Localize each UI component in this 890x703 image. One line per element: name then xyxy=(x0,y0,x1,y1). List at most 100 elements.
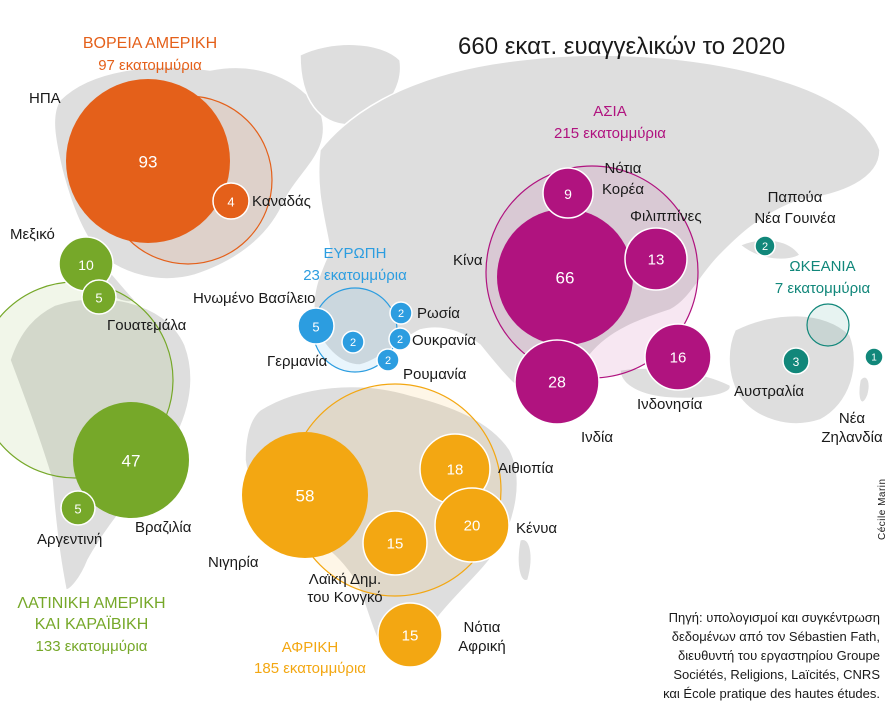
value-indonesia: 16 xyxy=(670,350,687,367)
label-ukraine: Ουκρανία xyxy=(412,332,477,349)
value-usa: 93 xyxy=(139,153,158,172)
label-south-africa-line2: Αφρική xyxy=(458,638,506,655)
label-india: Ινδία xyxy=(581,429,614,446)
bubble-ukraine xyxy=(388,327,412,351)
label-china: Κίνα xyxy=(453,252,483,269)
bubbles-africa: 58 18 20 15 15 xyxy=(242,432,510,668)
label-philippines: Φιλιππίνες xyxy=(630,208,702,225)
region-total-north-america: 97 εκατομμύρια xyxy=(98,57,202,74)
bubble-drc xyxy=(362,510,428,576)
label-new-zealand-line2: Ζηλανδία xyxy=(821,429,883,446)
region-name-latin-america-line2: ΚΑΙ ΚΑΡΑΪΒΙΚΗ xyxy=(34,616,149,633)
bubble-australia xyxy=(782,347,810,375)
label-mexico: Μεξικό xyxy=(10,226,55,243)
value-argentina: 5 xyxy=(74,502,81,517)
bubble-south-korea xyxy=(542,167,594,219)
value-ethiopia: 18 xyxy=(447,462,464,479)
label-russia: Ρωσία xyxy=(417,305,460,322)
region-name-oceania: ΩΚΕΑΝΙΑ xyxy=(789,258,856,275)
value-brazil: 47 xyxy=(122,452,141,471)
landmass-madagascar xyxy=(517,538,532,582)
region-name-latin-america-line1: ΛΑΤΙΝΙΚΗ ΑΜΕΡΙΚΗ xyxy=(17,595,166,612)
label-argentina: Αργεντινή xyxy=(37,531,103,548)
value-philippines: 13 xyxy=(648,252,665,269)
bubble-papua-new-guinea xyxy=(754,235,776,257)
value-south-korea: 9 xyxy=(564,186,572,202)
label-brazil: Βραζιλία xyxy=(135,519,192,536)
bubbles-north-america: 93 4 xyxy=(66,79,250,243)
bubble-usa xyxy=(66,79,230,243)
ring-oceania xyxy=(806,303,850,347)
value-australia: 3 xyxy=(793,355,800,369)
value-china: 66 xyxy=(556,269,575,288)
value-mexico: 10 xyxy=(78,257,94,273)
bubble-guatemala xyxy=(81,279,117,315)
bubble-philippines xyxy=(624,227,688,291)
label-south-korea-line1: Νότια xyxy=(604,160,642,177)
region-total-africa: 185 εκατομμύρια xyxy=(254,660,366,677)
region-total-latin-america: 133 εκατομμύρια xyxy=(35,638,148,655)
source-line-3: διευθυντή του εργαστηρίου Groupe xyxy=(678,648,880,663)
label-guatemala: Γουατεμάλα xyxy=(107,317,187,334)
source-line-2: δεδομένων από τον Sébastien Fath, xyxy=(671,629,880,644)
page-title: 660 εκατ. ευαγγελικών το 2020 xyxy=(458,33,786,60)
region-total-asia: 215 εκατομμύρια xyxy=(554,125,666,142)
value-kenya: 20 xyxy=(464,518,481,535)
label-papua-new-guinea-line2: Νέα Γουινέα xyxy=(754,210,836,227)
region-name-europe: ΕΥΡΩΠΗ xyxy=(323,245,387,262)
bubbles-latin-america: 10 5 47 5 xyxy=(58,236,189,526)
bubble-china xyxy=(497,209,633,345)
value-ukraine: 2 xyxy=(397,334,403,346)
label-ethiopia: Αιθιοπία xyxy=(498,460,554,477)
bubble-south-africa xyxy=(377,602,443,668)
label-indonesia: Ινδονησία xyxy=(637,396,703,413)
region-total-oceania: 7 εκατομμύρια xyxy=(774,280,871,297)
bubble-uk xyxy=(297,307,335,345)
bubble-germany xyxy=(341,330,365,354)
value-nigeria: 58 xyxy=(296,487,315,506)
bubble-russia xyxy=(389,301,413,325)
label-romania: Ρουμανία xyxy=(403,366,467,383)
value-russia: 2 xyxy=(398,308,404,320)
bubbles-asia: 66 9 13 28 16 xyxy=(497,167,712,425)
bubbles-oceania: 2 3 1 xyxy=(754,235,884,375)
bubble-canada xyxy=(212,182,250,220)
value-drc: 15 xyxy=(387,536,404,553)
value-papua-new-guinea: 2 xyxy=(762,241,768,253)
label-south-korea-line2: Κορέα xyxy=(601,181,645,198)
label-south-africa-line1: Νότια xyxy=(463,619,501,636)
region-name-north-america: ΒΟΡΕΙΑ ΑΜΕΡΙΚΗ xyxy=(82,35,218,52)
value-romania: 2 xyxy=(385,355,391,367)
label-usa: ΗΠΑ xyxy=(29,90,61,107)
bubble-indonesia xyxy=(644,323,712,391)
source-note: Πηγή: υπολογισμοί και συγκέντρωση δεδομέ… xyxy=(580,608,880,703)
source-line-5: και École pratique des hautes études. xyxy=(663,686,880,701)
value-india: 28 xyxy=(548,375,566,392)
bubble-new-zealand xyxy=(864,347,884,367)
value-canada: 4 xyxy=(227,195,234,210)
label-papua-new-guinea-line1: Παπούα xyxy=(767,189,823,206)
bubble-kenya xyxy=(434,487,510,563)
label-new-zealand-line1: Νέα xyxy=(838,410,866,427)
value-uk: 5 xyxy=(312,320,319,335)
source-line-1: Πηγή: υπολογισμοί και συγκέντρωση xyxy=(668,610,880,625)
value-south-africa: 15 xyxy=(402,628,419,645)
label-nigeria: Νιγηρία xyxy=(208,554,259,571)
bubbles-europe: 5 2 2 2 2 xyxy=(297,301,413,372)
landmass-new-zealand xyxy=(857,376,871,403)
region-name-asia: ΑΣΙΑ xyxy=(593,103,627,120)
label-australia: Αυστραλία xyxy=(734,383,805,400)
bubble-brazil xyxy=(73,402,189,518)
region-name-africa: ΑΦΡΙΚΗ xyxy=(281,639,339,656)
source-line-4: Sociétés, Religions, Laïcités, CNRS xyxy=(673,667,880,682)
bubble-nigeria xyxy=(242,432,368,558)
label-canada: Καναδάς xyxy=(252,193,311,210)
bubble-argentina xyxy=(60,490,96,526)
author-credit: Cécile Marin xyxy=(877,478,888,540)
value-guatemala: 5 xyxy=(95,291,102,306)
region-total-europe: 23 εκατομμύρια xyxy=(303,267,407,284)
value-germany: 2 xyxy=(350,337,356,349)
label-drc-line1: Λαϊκή Δημ. xyxy=(308,571,382,588)
